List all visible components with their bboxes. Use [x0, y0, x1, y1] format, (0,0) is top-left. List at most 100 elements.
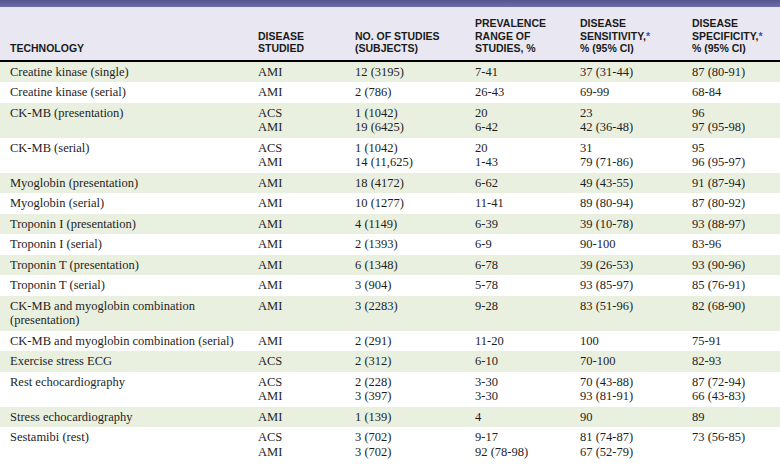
- disease-studied-cell-value: AMI: [258, 217, 351, 232]
- specificity-cell-value: 93 (90-96): [692, 258, 776, 273]
- prevalence-cell-value: 6-9: [475, 237, 576, 252]
- studies-subjects-cell-value: 3 (702): [355, 430, 471, 445]
- prevalence-cell: 9-1792 (78-98): [475, 427, 580, 462]
- disease-studied-cell: ACSAMI: [258, 138, 355, 173]
- sensitivity-cell-value: 93 (85-97): [580, 278, 688, 293]
- specificity-cell-value: 87 (80-92): [692, 196, 776, 211]
- column-header-line: % (95% CI): [692, 42, 776, 55]
- table-row: CK-MB (presentation)ACSAMI1 (1042)19 (64…: [0, 103, 780, 138]
- disease-studied-cell-value: AMI: [258, 196, 351, 211]
- sensitivity-cell: 49 (43-55): [580, 173, 692, 194]
- studies-subjects-cell: 10 (1277): [355, 193, 475, 214]
- column-header-line: (SUBJECTS): [355, 42, 471, 55]
- technology-cell: Creatine kinase (serial): [0, 82, 258, 103]
- specificity-cell-value: 87 (72-94): [692, 375, 776, 390]
- sensitivity-cell-value: 81 (74-87): [580, 430, 688, 445]
- table-row: Myoglobin (serial)AMI 10 (1277)11-41 89 (8…: [0, 193, 780, 214]
- column-header: DISEASESTUDIED: [258, 7, 355, 61]
- prevalence-cell-value: 11-41: [475, 196, 576, 211]
- sensitivity-cell: 39 (10-78): [580, 214, 692, 235]
- prevalence-cell: 7-41: [475, 61, 580, 83]
- specificity-cell: 85 (76-91): [692, 275, 780, 296]
- specificity-cell-value: 87 (80-91): [692, 65, 776, 80]
- technology-cell: Creatine kinase (single): [0, 61, 258, 83]
- prevalence-cell-value: 9-28: [475, 299, 576, 314]
- sensitivity-cell-value: 83 (51-96): [580, 299, 688, 314]
- studies-subjects-cell-value: 1 (1042): [355, 106, 471, 121]
- sensitivity-cell: 2342 (36-48): [580, 103, 692, 138]
- prevalence-cell: 6-78: [475, 255, 580, 276]
- studies-subjects-cell: 12 (3195): [355, 61, 475, 83]
- prevalence-cell: 11-20: [475, 331, 580, 352]
- disease-studied-cell: ACSAMI: [258, 427, 355, 462]
- prevalence-cell: 11-41: [475, 193, 580, 214]
- sensitivity-cell: 90: [580, 407, 692, 428]
- studies-subjects-cell: 18 (4172): [355, 173, 475, 194]
- studies-subjects-cell-value: 2 (312): [355, 354, 471, 369]
- studies-subjects-cell: 1 (1042)14 (11,625): [355, 138, 475, 173]
- studies-subjects-cell: 3 (904): [355, 275, 475, 296]
- sensitivity-cell: 90-100: [580, 234, 692, 255]
- specificity-cell-value: 83-96: [692, 237, 776, 252]
- studies-subjects-cell: 2 (291): [355, 331, 475, 352]
- table-row: Troponin I (presentation)AMI4 (1149)6-39…: [0, 214, 780, 235]
- prevalence-cell-value: 6-39: [475, 217, 576, 232]
- sensitivity-cell-value: 49 (43-55): [580, 176, 688, 191]
- column-header-line: % (95% CI): [580, 42, 688, 55]
- studies-subjects-cell-value: 3 (904): [355, 278, 471, 293]
- studies-subjects-cell-value: 18 (4172): [355, 176, 471, 191]
- disease-studied-cell-value: ACS: [258, 375, 351, 390]
- disease-studied-cell-value: AMI: [258, 445, 351, 460]
- studies-subjects-cell: 3 (702)3 (702): [355, 427, 475, 462]
- studies-subjects-cell-value: 1 (139): [355, 410, 471, 425]
- studies-subjects-cell: 2 (1393): [355, 234, 475, 255]
- studies-subjects-cell-value: 14 (11,625): [355, 155, 471, 170]
- prevalence-cell-value: 5-78: [475, 278, 576, 293]
- table-row: Myoglobin (presentation)AMI18 (4172)6-62…: [0, 173, 780, 194]
- disease-studied-cell: ACS: [258, 351, 355, 372]
- studies-subjects-cell: 6 (1348): [355, 255, 475, 276]
- technology-cell: Myoglobin (serial): [0, 193, 258, 214]
- studies-subjects-cell-value: 3 (702): [355, 445, 471, 460]
- disease-studied-cell: AMI: [258, 331, 355, 352]
- specificity-cell: 93 (90-96): [692, 255, 780, 276]
- prevalence-cell: 6-39: [475, 214, 580, 235]
- prevalence-cell: 3-303-30: [475, 372, 580, 407]
- technology-cell: Stress echocardiography: [0, 407, 258, 428]
- studies-subjects-cell-value: 2 (1393): [355, 237, 471, 252]
- sensitivity-cell: 81 (74-87)67 (52-79): [580, 427, 692, 462]
- technology-cell: CK-MB (presentation): [0, 103, 258, 138]
- table-row: Troponin I (serial)AMI2 (1393)6-990-1008…: [0, 234, 780, 255]
- prevalence-cell: 6-62: [475, 173, 580, 194]
- sensitivity-cell-value: 89 (80-94): [580, 196, 688, 211]
- disease-studied-cell-value: AMI: [258, 155, 351, 170]
- column-header: NO. OF STUDIES(SUBJECTS): [355, 7, 475, 61]
- disease-studied-cell: AMI: [258, 82, 355, 103]
- column-header-line: RANGE OF: [475, 30, 576, 43]
- prevalence-cell-value: 9-17: [475, 430, 576, 445]
- specificity-cell-value: 82-93: [692, 354, 776, 369]
- disease-studied-cell-value: AMI: [258, 258, 351, 273]
- technology-cell: Troponin T (serial): [0, 275, 258, 296]
- column-header-line: STUDIES, %: [475, 42, 576, 55]
- table-row: CK-MB and myoglobin combination (present…: [0, 296, 780, 331]
- table-header: TECHNOLOGYDISEASESTUDIEDNO. OF STUDIES(S…: [0, 7, 780, 61]
- prevalence-cell: 9-28: [475, 296, 580, 331]
- column-header-line: STUDIED: [258, 42, 351, 55]
- studies-subjects-cell-value: 3 (397): [355, 389, 471, 404]
- prevalence-cell: 201-43: [475, 138, 580, 173]
- disease-studied-cell: AMI: [258, 61, 355, 83]
- technology-cell: Myoglobin (presentation): [0, 173, 258, 194]
- disease-studied-cell: AMI: [258, 234, 355, 255]
- studies-subjects-cell-value: 2 (228): [355, 375, 471, 390]
- disease-studied-cell-value: ACS: [258, 141, 351, 156]
- prevalence-cell: 6-10: [475, 351, 580, 372]
- disease-studied-cell-value: AMI: [258, 85, 351, 100]
- disease-studied-cell: AMI: [258, 296, 355, 331]
- prevalence-cell-value: 6-62: [475, 176, 576, 191]
- specificity-cell-value: 96: [692, 106, 776, 121]
- prevalence-cell-value: 4: [475, 410, 576, 425]
- sensitivity-cell: 83 (51-96): [580, 296, 692, 331]
- specificity-cell-value: 96 (95-97): [692, 155, 776, 170]
- sensitivity-cell-value: 31: [580, 141, 688, 156]
